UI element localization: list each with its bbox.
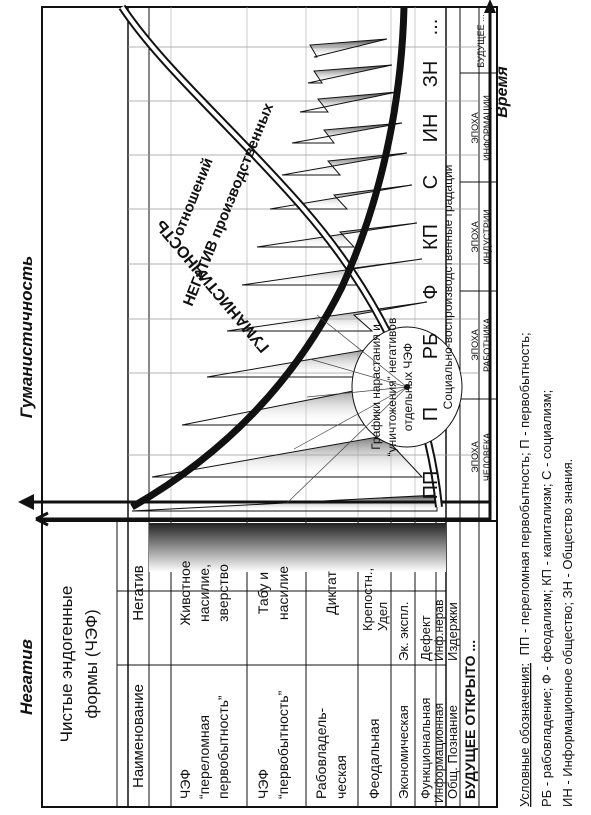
table-row: ЧЭФ “первобытность” Табу и насилие	[255, 566, 291, 799]
svg-text:...: ...	[420, 19, 442, 36]
svg-text:“первобытность”: “первобытность”	[275, 690, 291, 799]
svg-text:ИНДУСТРИИ: ИНДУСТРИИ	[482, 209, 492, 265]
svg-text:первобытность”: первобытность”	[215, 695, 231, 799]
legend-line3: ИН - Информационное общество; ЗН - Общес…	[560, 459, 575, 807]
axis-label-negative: Негатив	[17, 639, 36, 715]
svg-text:Рабовладель-: Рабовладель-	[313, 708, 329, 799]
svg-text:ЭПОХА: ЭПОХА	[470, 112, 480, 144]
svg-text:ческая: ческая	[333, 755, 349, 799]
svg-text:Животное: Животное	[177, 560, 193, 625]
table-row: ЧЭФ “переломная первобытность” Животное …	[177, 560, 231, 799]
svg-text:ИНФОРМАЦИИ: ИНФОРМАЦИИ	[482, 95, 492, 161]
svg-text:Крепостн.,: Крепостн.,	[360, 568, 375, 631]
svg-text:Инф.нерав: Инф.нерав	[432, 600, 446, 661]
svg-text:Ф: Ф	[420, 284, 442, 299]
svg-text:ЧЕЛОВЕКА: ЧЕЛОВЕКА	[482, 433, 492, 481]
legend-line1-rest: ПП - переломная первобытность; П - перво…	[517, 332, 532, 655]
svg-text:Дефект: Дефект	[418, 615, 433, 661]
svg-text:насилие,: насилие,	[196, 564, 212, 622]
axis-label-humanism: Гуманистичность	[17, 256, 36, 418]
vertical-axis-arrows	[18, 494, 490, 527]
svg-text:Экономическая: Экономическая	[396, 705, 411, 799]
axis-label-time: Время	[494, 66, 511, 118]
svg-text:Табу и: Табу и	[255, 572, 271, 614]
svg-text:Общ. Познание: Общ. Познание	[445, 705, 460, 799]
annotation-text: Графики нарастания и “уничтожения” негат…	[369, 318, 415, 457]
svg-text:насилие: насилие	[275, 566, 291, 620]
svg-text:Графики нарастания и: Графики нарастания и	[369, 324, 383, 450]
svg-text:РАБОТНИКА: РАБОТНИКА	[482, 318, 492, 372]
svg-text:Функциональная: Функциональная	[418, 698, 433, 799]
table-row: Экономическая Эк. экспл.	[396, 602, 411, 799]
svg-text:зверство: зверство	[215, 564, 231, 622]
negative-gradient-strip	[149, 523, 446, 572]
svg-text:ЧЭФ: ЧЭФ	[255, 769, 271, 799]
table-row: Функциональная Дефект	[418, 615, 433, 799]
future-open-label: БУДУЩЕЕ ОТКРЫТО ...	[462, 640, 478, 799]
epoch-header: ЭПОХА ЧЕЛОВЕКА ЭПОХА РАБОТНИКА ЭПОХА ИНД…	[470, 14, 492, 481]
svg-text:Феодальная: Феодальная	[366, 719, 382, 799]
svg-text:ЧЭФ: ЧЭФ	[177, 769, 193, 799]
column-header-name: Наименование	[130, 684, 147, 788]
svg-text:Эк. экспл.: Эк. экспл.	[396, 602, 411, 661]
svg-text:С: С	[420, 175, 442, 189]
svg-text:БУДУЩЕЕ ...: БУДУЩЕЕ ...	[476, 14, 486, 67]
svg-text:РБ: РБ	[420, 333, 442, 359]
svg-text:ЭПОХА: ЭПОХА	[470, 441, 480, 473]
svg-text:отдельных ЧЭФ: отдельных ЧЭФ	[401, 343, 415, 431]
legend-line2: РБ - рабовладение; Ф - феодализм; КП - к…	[539, 390, 554, 807]
table-row: Общ. Познание Издержки	[445, 602, 460, 799]
table-row: Рабовладель- ческая Диктат	[313, 571, 349, 799]
svg-text:ИН: ИН	[420, 114, 442, 143]
legend-prefix: Условные обозначения:	[517, 663, 532, 807]
svg-text:КП: КП	[420, 224, 442, 250]
svg-text:“уничтожения” негативов: “уничтожения” негативов	[385, 318, 399, 457]
gradation-label: Социально-воспроизводственные градации	[441, 165, 455, 410]
time-axis-arrow	[484, 0, 496, 521]
stage-labels: ПП П РБ Ф КП С ИН ЗН ...	[420, 19, 442, 500]
column-header-negative: Негатив	[130, 565, 147, 621]
svg-text:Диктат: Диктат	[323, 571, 339, 615]
negative-curve	[130, 6, 408, 511]
forms-title-line2: формы (ЧЭФ)	[82, 609, 101, 718]
svg-text:Издержки: Издержки	[445, 602, 460, 661]
forms-title-line1: Чистые эндогенные	[57, 586, 76, 743]
svg-text:Удел: Удел	[375, 602, 390, 631]
svg-text:Информационная: Информационная	[432, 703, 446, 803]
outer-frame	[41, 6, 498, 808]
table-row: Информационная Инф.нерав	[432, 600, 446, 803]
svg-text:“переломная: “переломная	[196, 715, 212, 799]
svg-text:ЭПОХА: ЭПОХА	[470, 329, 480, 361]
svg-text:ЗН: ЗН	[420, 61, 442, 88]
legend-line1: Условные обозначения: ПП - переломная пе…	[517, 332, 532, 807]
table-row: Феодальная Крепостн., Удел	[360, 568, 390, 799]
svg-text:ПП: ПП	[420, 471, 442, 500]
svg-text:П: П	[420, 407, 442, 421]
svg-text:ЭПОХА: ЭПОХА	[470, 221, 480, 253]
